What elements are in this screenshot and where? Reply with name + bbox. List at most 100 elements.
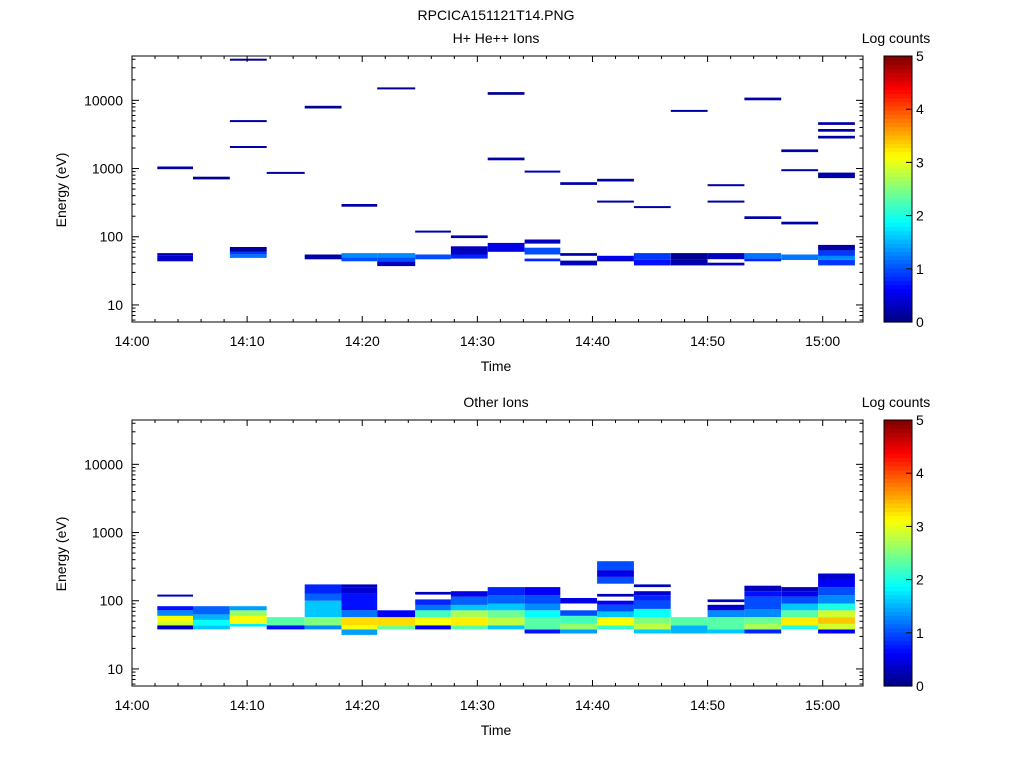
- heatmap-cell: [193, 176, 230, 180]
- heatmap-cell: [560, 253, 597, 256]
- colorbar-band: [884, 503, 912, 508]
- colorbar-band: [884, 213, 912, 219]
- heatmap-cell: [597, 255, 634, 259]
- heatmap-cell: [597, 617, 634, 626]
- heatmap-cell: [157, 594, 193, 597]
- heatmap-cell: [341, 204, 378, 207]
- y-axis-label: Energy (eV): [53, 153, 69, 228]
- heatmap-cell: [193, 614, 230, 620]
- panel-title: Other Ions: [463, 394, 528, 410]
- heatmap-cell: [744, 596, 782, 609]
- x-tick-label: 15:00: [805, 333, 840, 349]
- heatmap-cell: [781, 591, 819, 597]
- heatmap-cell: [487, 92, 525, 95]
- y-tick-label: 10: [107, 297, 123, 313]
- colorbar-band: [884, 313, 912, 319]
- heatmap-cell: [266, 625, 305, 630]
- heatmap-cell: [377, 261, 416, 267]
- heatmap-cell: [487, 595, 525, 604]
- heatmap-cells: [157, 58, 855, 267]
- heatmap-cell: [415, 591, 451, 595]
- colorbar-band: [884, 424, 912, 429]
- heatmap-cell: [193, 625, 230, 630]
- colorbar-band: [884, 573, 912, 579]
- heatmap-cell: [818, 578, 855, 588]
- heatmap-cell: [415, 604, 451, 611]
- colorbar-band: [884, 267, 912, 273]
- colorbar-band: [884, 272, 912, 277]
- colorbar-band: [884, 97, 912, 103]
- colorbar-band: [884, 247, 912, 252]
- colorbar-band: [884, 143, 912, 149]
- colorbar-band: [884, 155, 912, 161]
- colorbar-band: [884, 478, 912, 483]
- colorbar-band: [884, 317, 912, 323]
- colorbar-band: [884, 453, 912, 459]
- colorbar-band: [884, 523, 912, 529]
- colorbar-band: [884, 201, 912, 207]
- heatmap-cell: [377, 87, 416, 90]
- colorbar-tick-label: 5: [916, 412, 924, 428]
- heatmap-cell: [633, 629, 671, 634]
- heatmap-cell: [818, 623, 855, 630]
- colorbar-band: [884, 85, 912, 90]
- colorbar-band: [884, 114, 912, 119]
- y-tick-label: 100: [100, 229, 124, 245]
- x-tick-label: 14:30: [460, 697, 495, 713]
- colorbar-band: [884, 222, 912, 228]
- x-tick-label: 15:00: [805, 697, 840, 713]
- colorbar-band: [884, 205, 912, 211]
- colorbar-band: [884, 594, 912, 600]
- heatmap-cell: [633, 623, 671, 630]
- colorbar-band: [884, 519, 912, 525]
- colorbar-band: [884, 176, 912, 182]
- colorbar-band: [884, 230, 912, 236]
- x-tick-label: 14:30: [460, 333, 495, 349]
- heatmap-cell: [633, 608, 671, 618]
- heatmap-cell: [229, 247, 267, 252]
- heatmap-cell: [818, 610, 855, 618]
- heatmap-cell: [415, 610, 451, 618]
- heatmap-cell: [818, 629, 855, 634]
- heatmap-cell: [633, 253, 671, 260]
- heatmap-cell: [524, 247, 561, 255]
- heatmap-cell: [781, 254, 819, 260]
- colorbar-band: [884, 218, 912, 223]
- panel-title: H+ He++ Ions: [453, 30, 540, 46]
- colorbar-band: [884, 243, 912, 248]
- heatmap-cell: [450, 617, 488, 626]
- heatmap-cell: [304, 105, 342, 109]
- colorbar-band: [884, 494, 912, 500]
- colorbar-tick-label: 2: [916, 572, 924, 588]
- x-tick-label: 14:10: [230, 333, 265, 349]
- heatmap-cell: [450, 596, 488, 605]
- heatmap-cell: [560, 182, 597, 185]
- heatmap-cell: [341, 257, 378, 262]
- heatmap-cell: [744, 258, 782, 262]
- heatmap-cell: [818, 587, 855, 596]
- colorbar-band: [884, 276, 912, 282]
- heatmap-cell: [597, 593, 634, 597]
- heatmap-cell: [781, 596, 819, 604]
- heatmap-cell: [781, 625, 819, 630]
- colorbar-band: [884, 540, 912, 546]
- colorbar-band: [884, 234, 912, 240]
- colorbar-band: [884, 557, 912, 562]
- x-tick-label: 14:20: [345, 697, 380, 713]
- colorbar-tick-label: 5: [916, 48, 924, 64]
- heatmap-cell: [818, 172, 855, 179]
- heatmap-cell: [781, 221, 819, 225]
- colorbar-frame: [883, 55, 913, 323]
- heatmap-cell: [560, 615, 597, 624]
- colorbar-band: [884, 122, 912, 128]
- colorbar-band: [884, 263, 912, 269]
- heatmap-cell: [304, 254, 342, 260]
- colorbar-tick-label: 3: [916, 518, 924, 534]
- heatmap-cell: [707, 184, 745, 187]
- colorbar-band: [884, 607, 912, 612]
- heatmap-cell: [450, 254, 488, 259]
- colorbar-band: [884, 561, 912, 567]
- colorbar-band: [884, 648, 912, 654]
- heatmap-cell: [670, 109, 708, 112]
- heatmap-cell: [487, 603, 525, 611]
